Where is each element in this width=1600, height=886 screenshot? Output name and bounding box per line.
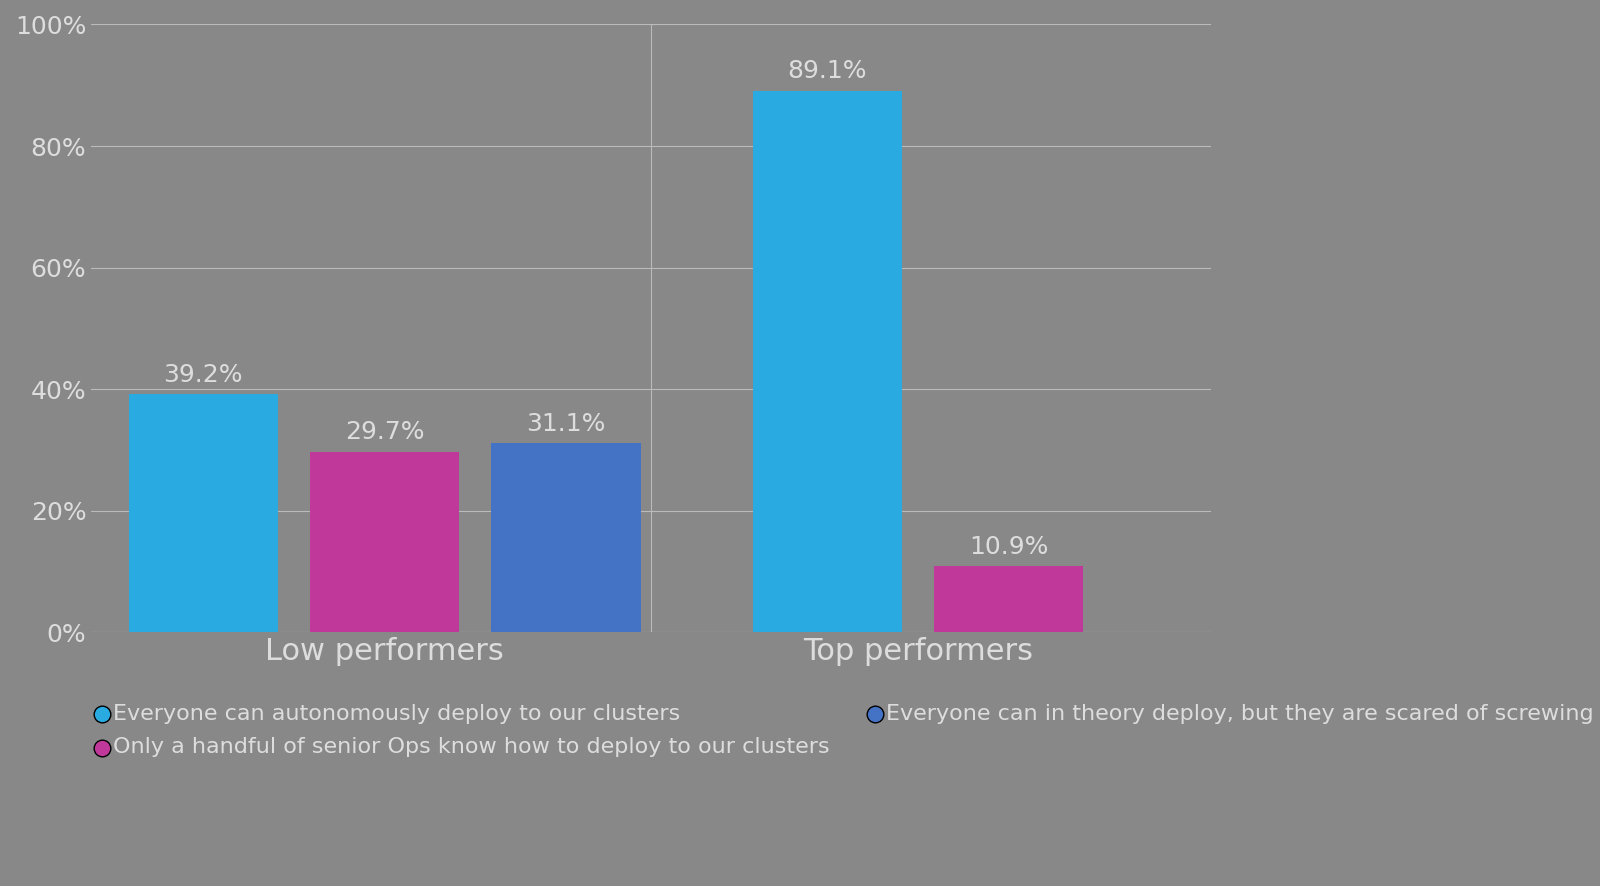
Bar — [752, 90, 902, 632]
Bar — [310, 452, 459, 632]
Text: 10.9%: 10.9% — [970, 534, 1048, 558]
Text: 29.7%: 29.7% — [346, 420, 424, 444]
Text: 31.1%: 31.1% — [526, 412, 606, 436]
Legend: Everyone can autonomously deploy to our clusters, Only a handful of senior Ops k: Everyone can autonomously deploy to our … — [102, 703, 1600, 758]
Text: 89.1%: 89.1% — [787, 59, 867, 83]
Bar — [491, 443, 640, 632]
Text: 39.2%: 39.2% — [163, 362, 243, 386]
Bar — [128, 394, 278, 632]
Bar — [934, 566, 1083, 632]
